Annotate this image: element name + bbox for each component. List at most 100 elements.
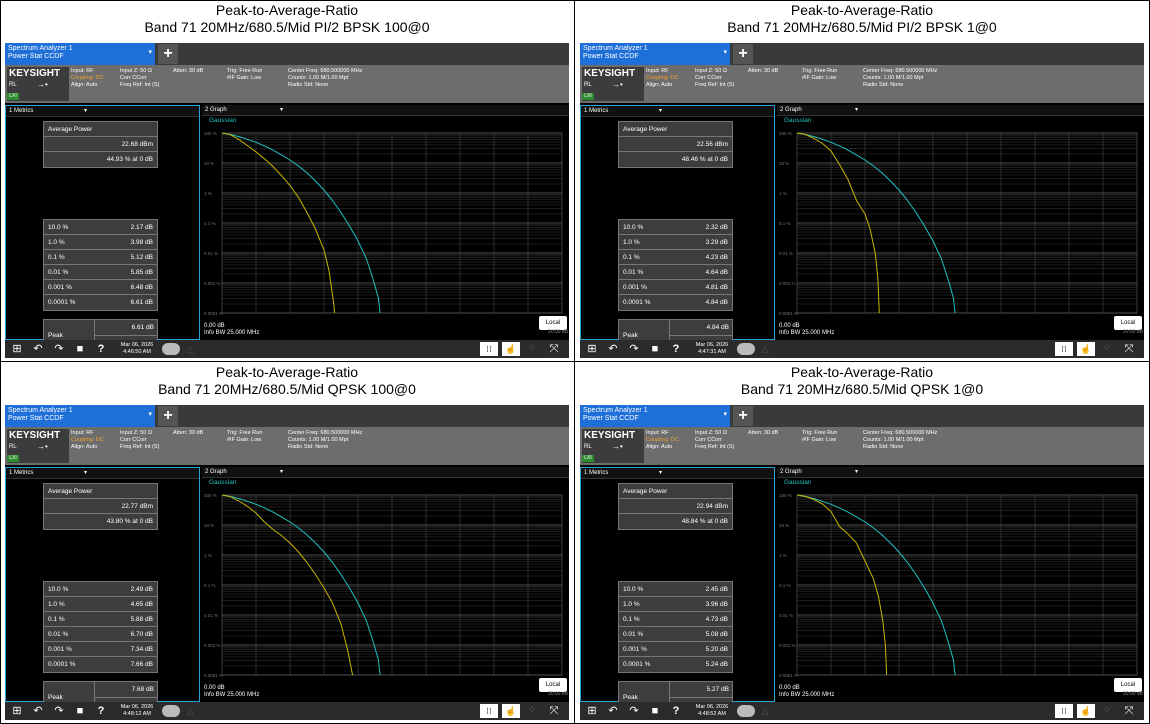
redo-icon[interactable]: ↷ (629, 705, 639, 717)
local-button[interactable]: Local (539, 678, 567, 692)
settings-col-frequency[interactable]: Center Freq: 680.500000 MHz Counts: 1.00… (863, 430, 937, 451)
graph-panel: 2 Graph ▾ Gaussian 100 % 10 % 1 % 0.1 % 0.01… (202, 105, 569, 340)
dropdown-arrow-icon[interactable]: ▾ (855, 107, 859, 113)
dropdown-arrow-icon[interactable]: ▾ (280, 107, 284, 113)
graph-header[interactable]: 2 Graph ▾ (202, 105, 569, 116)
dropdown-arrow-icon[interactable]: ▾ (723, 411, 727, 418)
settings-col-impedance[interactable]: Input Z: 50 Ω Corr CCorr Freq Ref: Int (… (120, 68, 159, 89)
settings-bar: KEYSIGHT RL →• LXI Input: RF Coupling: D… (580, 427, 1144, 465)
folder-icon[interactable]: ■ (76, 343, 84, 355)
fullscreen-icon[interactable]: ⤧ (1124, 705, 1134, 717)
metrics-header[interactable]: 1 Metrics ▾ (6, 468, 199, 479)
help-icon[interactable]: ? (672, 343, 680, 355)
graph-header[interactable]: 2 Graph ▾ (202, 467, 569, 478)
folder-icon[interactable]: ■ (651, 705, 659, 717)
dropdown-arrow-icon[interactable]: ▾ (723, 49, 727, 56)
windows-icon[interactable]: ⊞ (12, 705, 22, 717)
dropdown-arrow-icon[interactable]: ▾ (855, 469, 859, 475)
windows-icon[interactable]: ⊞ (12, 343, 22, 355)
fullscreen-icon[interactable]: ⤧ (549, 343, 559, 355)
redo-icon[interactable]: ↷ (54, 343, 64, 355)
add-screen-button[interactable]: + (733, 44, 753, 64)
touch-icon[interactable]: ☝ (1077, 342, 1095, 356)
add-screen-button[interactable]: + (158, 406, 178, 426)
chat-bubble-icon[interactable] (737, 705, 755, 717)
add-screen-button[interactable]: + (158, 44, 178, 64)
dropdown-arrow-icon[interactable]: ▾ (148, 411, 152, 418)
settings-col-input[interactable]: Input: RF Coupling: DC Align: Auto (646, 68, 679, 89)
metrics-header[interactable]: 1 Metrics ▾ (581, 106, 774, 117)
touch-icon[interactable]: ☝ (502, 342, 520, 356)
undo-icon[interactable]: ↶ (33, 705, 43, 717)
tab-spectrum-analyzer[interactable]: Spectrum Analyzer 1 Power Stat CCDF ▾ (580, 405, 730, 427)
grid-icon[interactable]: ⁘ (1102, 705, 1112, 716)
metrics-header[interactable]: 1 Metrics ▾ (581, 468, 774, 479)
dropdown-arrow-icon[interactable]: ▾ (84, 108, 88, 114)
tab-spectrum-analyzer[interactable]: Spectrum Analyzer 1 Power Stat CCDF ▾ (580, 43, 730, 65)
grid-icon[interactable]: ⁘ (1102, 343, 1112, 354)
dropdown-arrow-icon[interactable]: ▾ (659, 470, 663, 476)
fullscreen-icon[interactable]: ⤧ (549, 705, 559, 717)
settings-col-impedance[interactable]: Input Z: 50 Ω Corr CCorr Freq Ref: Int (… (695, 68, 734, 89)
settings-col-trigger[interactable]: Trig: Free Run #IF Gain: Low (227, 68, 262, 82)
tab-spectrum-analyzer[interactable]: Spectrum Analyzer 1 Power Stat CCDF ▾ (5, 43, 155, 65)
dropdown-arrow-icon[interactable]: ▾ (84, 470, 88, 476)
folder-icon[interactable]: ■ (76, 705, 84, 717)
fullscreen-icon[interactable]: ⤧ (1124, 343, 1134, 355)
dropdown-arrow-icon[interactable]: ▾ (659, 108, 663, 114)
settings-col-frequency[interactable]: Center Freq: 680.500000 MHz Counts: 1.00… (863, 68, 937, 89)
settings-col-atten[interactable]: Atten: 30 dB (748, 430, 778, 437)
touch-icon[interactable]: ☝ (1077, 704, 1095, 718)
dropdown-arrow-icon[interactable]: ▾ (148, 49, 152, 56)
graph-header[interactable]: 2 Graph ▾ (777, 467, 1144, 478)
settings-col-trigger[interactable]: Trig: Free Run #IF Gain: Low (802, 68, 837, 82)
undo-icon[interactable]: ↶ (608, 343, 618, 355)
dropdown-arrow-icon[interactable]: ▾ (280, 469, 284, 475)
settings-col-atten[interactable]: Atten: 30 dB (748, 68, 778, 75)
settings-col-impedance[interactable]: Input Z: 50 Ω Corr CCorr Freq Ref: Int (… (695, 430, 734, 451)
settings-col-trigger[interactable]: Trig: Free Run #IF Gain: Low (802, 430, 837, 444)
grid-icon[interactable]: ⁘ (527, 705, 537, 716)
keypad-icon[interactable]: ⁝⁝ (1055, 342, 1073, 356)
warning-icon[interactable]: △ (186, 706, 194, 716)
clock-time: 4:47:31 AM (698, 348, 726, 355)
undo-icon[interactable]: ↶ (33, 343, 43, 355)
warning-icon[interactable]: △ (761, 706, 769, 716)
local-button[interactable]: Local (1114, 316, 1142, 330)
settings-col-input[interactable]: Input: RF Coupling: DC Align: Auto (71, 430, 104, 451)
settings-col-frequency[interactable]: Center Freq: 680.500000 MHz Counts: 1.00… (288, 68, 362, 89)
windows-icon[interactable]: ⊞ (587, 343, 597, 355)
settings-col-input[interactable]: Input: RF Coupling: DC Align: Auto (71, 68, 104, 89)
settings-col-atten[interactable]: Atten: 30 dB (173, 430, 203, 437)
windows-icon[interactable]: ⊞ (587, 705, 597, 717)
keypad-icon[interactable]: ⁝⁝ (1055, 704, 1073, 718)
chat-bubble-icon[interactable] (162, 343, 180, 355)
settings-col-frequency[interactable]: Center Freq: 680.500000 MHz Counts: 1.00… (288, 430, 362, 451)
local-button[interactable]: Local (539, 316, 567, 330)
metrics-header[interactable]: 1 Metrics ▾ (6, 106, 199, 117)
settings-col-atten[interactable]: Atten: 30 dB (173, 68, 203, 75)
chat-bubble-icon[interactable] (737, 343, 755, 355)
folder-icon[interactable]: ■ (651, 343, 659, 355)
settings-col-impedance[interactable]: Input Z: 50 Ω Corr CCorr Freq Ref: Int (… (120, 430, 159, 451)
graph-header[interactable]: 2 Graph ▾ (777, 105, 1144, 116)
chat-bubble-icon[interactable] (162, 705, 180, 717)
keypad-icon[interactable]: ⁝⁝ (480, 342, 498, 356)
help-icon[interactable]: ? (97, 705, 105, 717)
redo-icon[interactable]: ↷ (629, 343, 639, 355)
tab-spectrum-analyzer[interactable]: Spectrum Analyzer 1 Power Stat CCDF ▾ (5, 405, 155, 427)
help-icon[interactable]: ? (97, 343, 105, 355)
keypad-icon[interactable]: ⁝⁝ (480, 704, 498, 718)
warning-icon[interactable]: △ (761, 344, 769, 354)
settings-col-input[interactable]: Input: RF Coupling: DC Align: Auto (646, 430, 679, 451)
add-screen-button[interactable]: + (733, 406, 753, 426)
help-icon[interactable]: ? (672, 705, 680, 717)
redo-icon[interactable]: ↷ (54, 705, 64, 717)
undo-icon[interactable]: ↶ (608, 705, 618, 717)
grid-icon[interactable]: ⁘ (527, 343, 537, 354)
local-button[interactable]: Local (1114, 678, 1142, 692)
warning-icon[interactable]: △ (186, 344, 194, 354)
touch-icon[interactable]: ☝ (502, 704, 520, 718)
clock: Mar 06, 2026 4:48:52 AM (692, 704, 732, 718)
settings-col-trigger[interactable]: Trig: Free Run #IF Gain: Low (227, 430, 262, 444)
